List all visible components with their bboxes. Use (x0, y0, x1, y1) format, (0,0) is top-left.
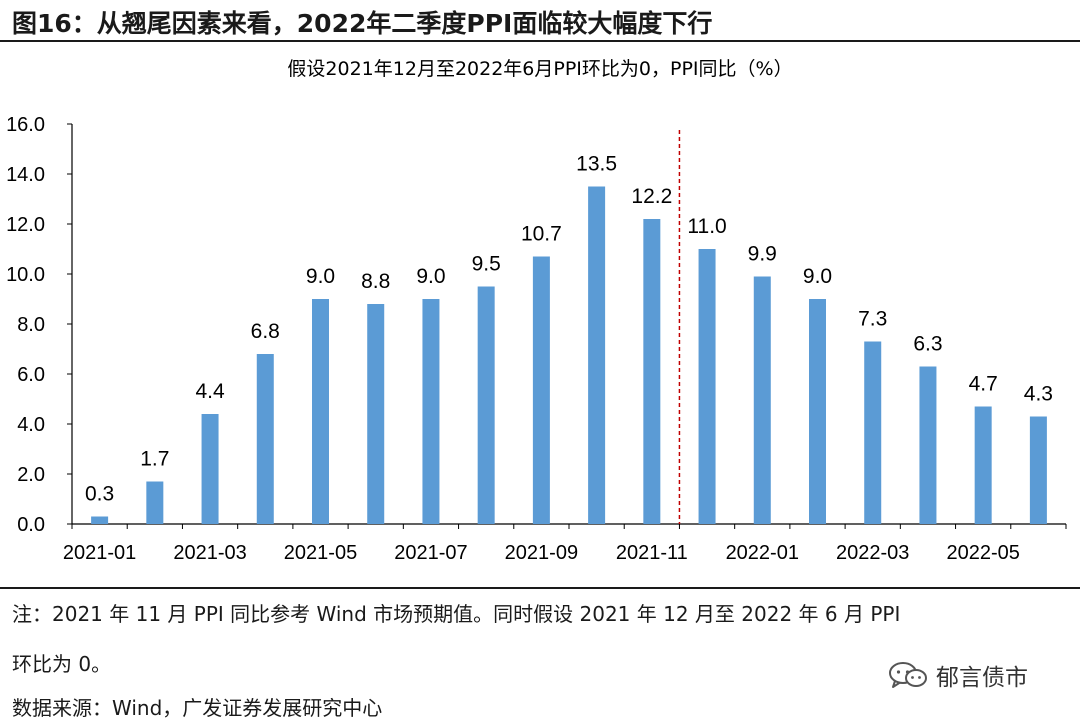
chart-axes: 0.0 2.0 4.0 6.0 8.0 10.0 12.0 14.0 16.0 2021-01 20… (6, 114, 1067, 564)
y-tick-label: 0.0 (17, 514, 45, 536)
watermark-text: 郁言债市 (936, 665, 1028, 691)
x-tick-label: 2021-11 (616, 542, 688, 564)
value-label-2022-05: 4.7 (969, 373, 998, 396)
value-label-2021-07: 9.0 (416, 265, 445, 288)
bar-2021-08 (477, 286, 495, 524)
bar-2022-02 (809, 299, 826, 524)
figure-title: 图16：从翘尾因素来看，2022年二季度PPI面临较大幅度下行 (12, 9, 713, 38)
bar-2021-12 (698, 249, 716, 524)
value-label-2022-03: 7.3 (858, 308, 887, 331)
bar-2022-06 (1029, 416, 1047, 524)
data-source: 数据来源：Wind，广发证券发展研究中心 (12, 696, 383, 720)
bar-2021-10 (588, 186, 606, 524)
value-label-2021-12: 11.0 (687, 215, 726, 238)
bar-2022-01 (753, 276, 771, 524)
bar-2021-03 (201, 414, 219, 524)
bar-2021-09 (532, 256, 550, 524)
chart-value-labels: 0.3 1.7 4.4 6.8 9.0 8.8 9.0 9.5 10.7 13.5 12.2 11.0… (85, 153, 1053, 506)
value-label-2022-06: 4.3 (1024, 383, 1053, 406)
report-header: 图16：从翘尾因素来看，2022年二季度PPI面临较大幅度下行 (0, 0, 1080, 40)
bar-2022-03 (864, 341, 882, 524)
y-tick-label: 2.0 (17, 464, 45, 486)
footnote-line-2: 环比为 0。 (12, 652, 112, 676)
x-tick-label: 2021-03 (173, 542, 246, 564)
x-tick-label: 2021-01 (63, 542, 136, 564)
value-label-2022-02: 9.0 (803, 265, 832, 288)
value-label-2021-03: 4.4 (195, 380, 225, 403)
chart-title: 假设2021年12月至2022年6月PPI环比为0，PPI同比（%） (287, 58, 793, 80)
x-tick-label: 2022-01 (726, 542, 799, 564)
x-tick-label: 2021-05 (284, 542, 357, 564)
bar-2021-05 (312, 299, 329, 524)
value-label-2021-10: 13.5 (576, 153, 617, 176)
bar-2021-07 (422, 299, 440, 524)
y-tick-label: 12.0 (6, 214, 45, 236)
y-tick-label: 6.0 (17, 364, 45, 386)
y-tick-label: 16.0 (6, 114, 45, 136)
x-tick-label: 2021-07 (394, 542, 467, 564)
bar-2021-06 (367, 304, 385, 524)
y-tick-label: 8.0 (17, 314, 45, 336)
x-tick-label: 2022-05 (946, 542, 1019, 564)
footer-divider (0, 587, 1080, 589)
chart-bars (91, 186, 1047, 524)
value-label-2021-02: 1.7 (140, 448, 169, 471)
wechat-icon (889, 662, 927, 688)
value-label-2021-04: 6.8 (251, 320, 280, 343)
bar-2021-11 (643, 219, 661, 524)
header-divider (0, 40, 1080, 42)
wechat-watermark: 郁言债市 (888, 658, 1028, 692)
value-label-2022-01: 9.9 (748, 243, 777, 266)
bar-2021-04 (256, 354, 274, 524)
value-label-2021-09: 10.7 (521, 223, 562, 246)
x-tick-label: 2022-03 (836, 542, 909, 564)
y-tick-label: 4.0 (17, 414, 45, 436)
y-tick-label: 10.0 (6, 264, 45, 286)
value-label-2021-05: 9.0 (306, 265, 335, 288)
bar-2021-02 (146, 481, 164, 524)
bar-2022-05 (974, 406, 992, 524)
value-label-2021-11: 12.2 (631, 185, 672, 208)
bar-2022-04 (919, 366, 937, 524)
ppi-bar-chart: 0.0 2.0 4.0 6.0 8.0 10.0 12.0 14.0 16.0 2021-01 20… (6, 114, 1067, 564)
value-label-2022-04: 6.3 (913, 333, 942, 356)
y-tick-label: 14.0 (6, 164, 45, 186)
value-label-2021-06: 8.8 (361, 270, 390, 293)
value-label-2021-08: 9.5 (472, 253, 501, 276)
footnote-line-1: 注：2021 年 11 月 PPI 同比参考 Wind 市场预期值。同时假设 2… (12, 602, 901, 626)
bar-2021-01 (91, 516, 109, 524)
value-label-2021-01: 0.3 (85, 483, 114, 506)
x-tick-label: 2021-09 (505, 542, 578, 564)
